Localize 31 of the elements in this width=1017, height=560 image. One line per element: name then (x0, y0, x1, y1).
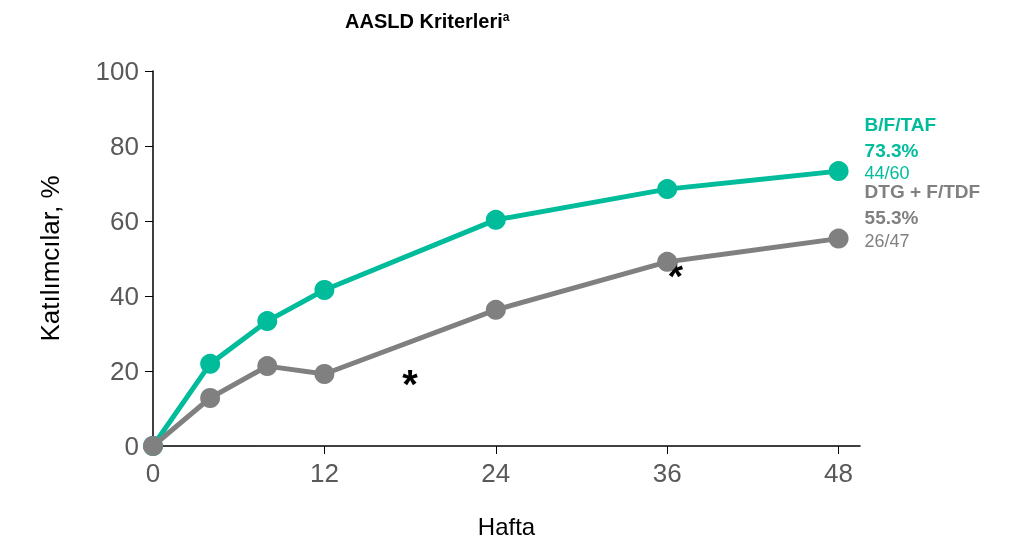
point (257, 356, 278, 377)
point (657, 179, 678, 200)
y-tick-label: 20 (110, 356, 139, 386)
point (200, 388, 221, 408)
point (828, 228, 849, 249)
point (485, 209, 506, 230)
point (485, 299, 506, 320)
y-tick-label: 0 (124, 431, 139, 461)
y-tick-label: 60 (110, 206, 139, 236)
annotation: 44/60 (864, 163, 910, 184)
y-axis-title: Katılımcılar, % (35, 175, 65, 342)
x-tick-label: 36 (652, 458, 682, 488)
data-label: 55.3% (864, 207, 919, 229)
y-tick-label: 40 (110, 281, 139, 311)
x-tick-label: 24 (481, 458, 511, 488)
point (314, 364, 335, 384)
series-label: DTG + F/TDF (864, 181, 981, 203)
point (200, 353, 221, 374)
y-tick-label: 80 (110, 131, 139, 161)
y-tick-label: 100 (95, 56, 139, 86)
x-tick-label: 48 (824, 458, 854, 488)
x-axis-title: Hafta (477, 512, 536, 540)
x-tick-label: 0 (145, 458, 161, 488)
data-label: 73.3% (864, 139, 919, 161)
point (314, 280, 335, 300)
annotation: 26/47 (864, 230, 910, 251)
point (257, 311, 278, 332)
annotation: * (402, 361, 419, 406)
x-tick-label: 12 (309, 458, 339, 488)
point (828, 161, 849, 182)
series-label: B/F/TAF (864, 113, 936, 135)
